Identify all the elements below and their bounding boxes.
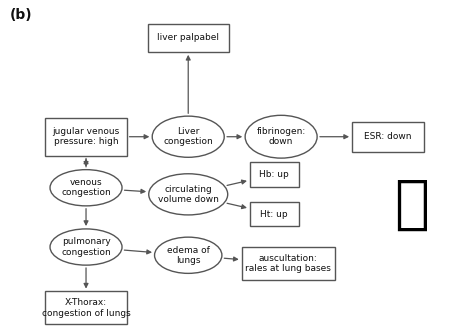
Text: circulating
volume down: circulating volume down: [158, 185, 219, 204]
Text: Liver
congestion: Liver congestion: [164, 127, 213, 146]
Text: venous
congestion: venous congestion: [61, 178, 111, 198]
Text: X-Thorax:
congestion of lungs: X-Thorax: congestion of lungs: [42, 298, 130, 318]
Text: auscultation:
rales at lung bases: auscultation: rales at lung bases: [245, 254, 331, 273]
Text: edema of
lungs: edema of lungs: [167, 246, 210, 265]
FancyBboxPatch shape: [46, 292, 127, 325]
Text: pulmonary
congestion: pulmonary congestion: [61, 237, 111, 257]
Text: fibrinogen:
down: fibrinogen: down: [256, 127, 306, 146]
Text: jugular venous
pressure: high: jugular venous pressure: high: [53, 127, 119, 146]
Text: liver palpabel: liver palpabel: [157, 34, 219, 42]
Ellipse shape: [152, 116, 224, 157]
Ellipse shape: [50, 170, 122, 206]
Text: (b): (b): [9, 8, 32, 22]
FancyBboxPatch shape: [147, 24, 229, 52]
Ellipse shape: [50, 229, 122, 265]
Ellipse shape: [245, 115, 317, 158]
Ellipse shape: [149, 174, 228, 215]
Text: Hb: up: Hb: up: [259, 170, 289, 179]
Text: Ht: up: Ht: up: [260, 210, 288, 219]
Text: ESR: down: ESR: down: [364, 132, 412, 141]
FancyBboxPatch shape: [250, 202, 299, 226]
FancyBboxPatch shape: [242, 247, 335, 280]
Text: 🤔: 🤔: [394, 176, 428, 233]
FancyBboxPatch shape: [46, 118, 127, 156]
Ellipse shape: [155, 237, 222, 274]
FancyBboxPatch shape: [352, 122, 424, 152]
FancyBboxPatch shape: [250, 162, 299, 187]
